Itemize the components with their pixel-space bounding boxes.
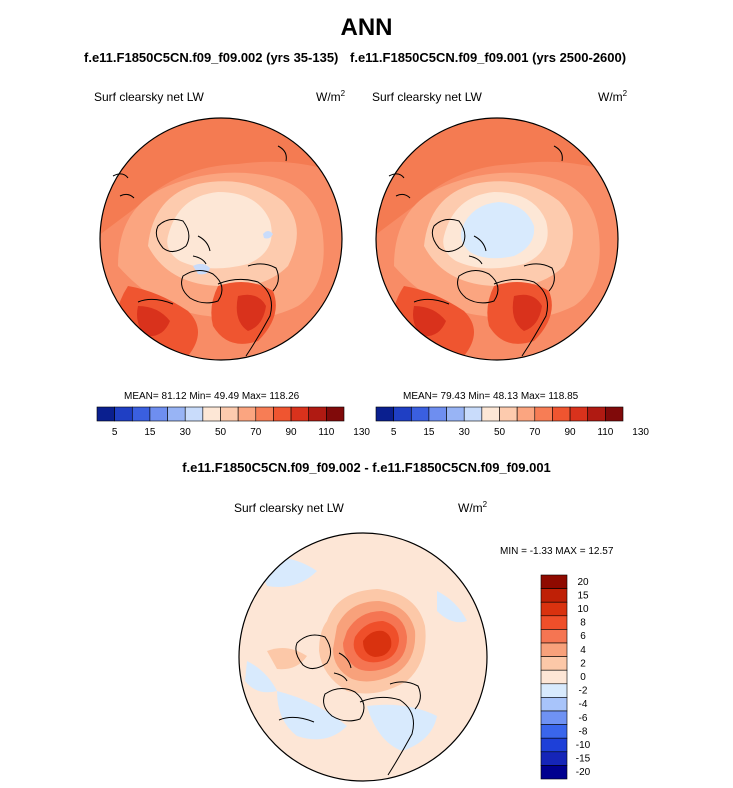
left-panel-title: f.e11.F1850C5CN.f09_f09.002 (yrs 35-135) xyxy=(84,50,339,65)
right-colorbar-swatch xyxy=(569,406,589,422)
diff-colorbar-swatch xyxy=(540,601,568,617)
right-colorbar-swatch xyxy=(499,406,518,422)
difference-polar-map xyxy=(238,532,488,782)
right-colorbar-swatch xyxy=(446,406,465,422)
right-variable-label: Surf clearsky net LW xyxy=(372,90,482,104)
diff-colorbar-swatch xyxy=(540,615,568,630)
right-colorbar-swatch xyxy=(428,406,447,422)
left-colorbar-swatch xyxy=(237,406,257,422)
right-colorbar-tick-label: 70 xyxy=(529,427,541,438)
left-colorbar-tick-label: 30 xyxy=(180,427,192,438)
diff-colorbar-tick-label: -10 xyxy=(576,740,591,751)
diff-colorbar-tick-label: 0 xyxy=(580,672,586,683)
left-colorbar-tick-label: 130 xyxy=(353,427,370,438)
right-stats: MEAN= 79.43 Min= 48.13 Max= 118.85 xyxy=(403,391,579,402)
right-colorbar-swatch xyxy=(410,406,430,422)
right-colorbar-tick-label: 15 xyxy=(423,427,435,438)
diff-colorbar-swatch xyxy=(540,751,568,766)
right-colorbar-swatch xyxy=(605,406,624,422)
right-colorbar-tick-label: 110 xyxy=(597,427,613,438)
left-colorbar-swatch xyxy=(326,406,345,422)
diff-colorbar-tick-label: 2 xyxy=(580,658,586,669)
diff-colorbar-tick-label: -2 xyxy=(579,686,588,697)
diff-colorbar-swatch xyxy=(540,642,568,657)
right-colorbar-tick-label: 50 xyxy=(494,427,506,438)
left-colorbar-swatch xyxy=(273,406,292,422)
diff-colorbar-swatch xyxy=(540,710,568,725)
left-colorbar-swatch xyxy=(114,406,133,422)
difference-title: f.e11.F1850C5CN.f09_f09.002 - f.e11.F185… xyxy=(182,460,551,475)
diff-colorbar-swatch xyxy=(540,737,568,753)
left-variable-label: Surf clearsky net LW xyxy=(94,90,204,104)
diff-colorbar-swatch xyxy=(540,629,568,644)
diff-colorbar-swatch xyxy=(540,574,568,589)
diff-colorbar-tick-label: -20 xyxy=(576,767,591,778)
left-colorbar-swatch xyxy=(255,406,274,422)
left-colorbar-swatch xyxy=(149,406,168,422)
left-colorbar-tick-label: 90 xyxy=(286,427,298,438)
diff-colorbar-tick-label: 8 xyxy=(580,618,586,629)
diff-colorbar-tick-label: -8 xyxy=(579,726,588,737)
left-polar-map xyxy=(99,117,343,361)
right-colorbar-swatch xyxy=(587,406,606,422)
left-colorbar-swatch xyxy=(96,406,115,422)
left-colorbar-swatch xyxy=(131,406,151,422)
left-colorbar-swatch xyxy=(290,406,310,422)
right-colorbar: 5 15 30 50 70 90 110 130 xyxy=(375,406,649,438)
left-colorbar-tick-label: 5 xyxy=(112,427,118,438)
right-colorbar-tick-label: 90 xyxy=(565,427,577,438)
left-colorbar-tick-label: 50 xyxy=(215,427,227,438)
diff-variable-label: Surf clearsky net LW xyxy=(234,501,344,515)
figure-title: ANN xyxy=(340,14,393,41)
left-units: W/m2 xyxy=(316,89,346,105)
left-colorbar-tick-label: 70 xyxy=(250,427,262,438)
diff-stats: MIN = -1.33 MAX = 12.57 xyxy=(500,546,614,557)
diff-units: W/m2 xyxy=(458,500,488,516)
diff-colorbar-swatch xyxy=(540,765,568,780)
right-colorbar-tick-label: 5 xyxy=(391,427,397,438)
diff-colorbar-tick-label: 10 xyxy=(577,604,589,615)
diff-colorbar-tick-label: 6 xyxy=(580,631,586,642)
diff-colorbar-swatch xyxy=(540,683,568,698)
left-colorbar-tick-label: 110 xyxy=(318,427,334,438)
right-polar-map xyxy=(375,117,619,361)
left-colorbar-swatch xyxy=(220,406,239,422)
right-units: W/m2 xyxy=(598,89,628,105)
diff-colorbar-swatch xyxy=(540,656,568,671)
diff-colorbar-tick-label: 4 xyxy=(580,645,586,656)
diff-colorbar-tick-label: -6 xyxy=(579,713,588,724)
diff-colorbar-swatch xyxy=(540,724,568,739)
diff-colorbar-swatch xyxy=(540,588,568,603)
right-colorbar-tick-label: 30 xyxy=(459,427,471,438)
left-colorbar-tick-label: 15 xyxy=(144,427,156,438)
right-colorbar-swatch xyxy=(393,406,412,422)
left-colorbar-swatch xyxy=(308,406,327,422)
diff-colorbar-tick-label: -15 xyxy=(576,754,591,765)
right-colorbar-swatch xyxy=(552,406,571,422)
diff-colorbar-swatch xyxy=(540,697,568,712)
right-colorbar-swatch xyxy=(463,406,483,422)
right-colorbar-swatch xyxy=(375,406,394,422)
diff-colorbar-swatch xyxy=(540,669,568,685)
right-colorbar-swatch xyxy=(534,406,553,422)
diff-colorbar-tick-label: 20 xyxy=(577,577,589,588)
left-colorbar-swatch xyxy=(202,406,221,422)
diff-colorbar-tick-label: 15 xyxy=(577,590,589,601)
left-stats: MEAN= 81.12 Min= 49.49 Max= 118.26 xyxy=(124,391,300,402)
right-colorbar-swatch xyxy=(516,406,536,422)
diff-colorbar-tick-label: -4 xyxy=(579,699,588,710)
right-colorbar-tick-label: 130 xyxy=(632,427,649,438)
left-colorbar: 5 15 30 50 70 90 110 130 xyxy=(96,406,370,438)
left-colorbar-swatch xyxy=(167,406,186,422)
right-panel-title: f.e11.F1850C5CN.f09_f09.001 (yrs 2500-26… xyxy=(350,50,627,65)
right-colorbar-swatch xyxy=(481,406,500,422)
left-colorbar-swatch xyxy=(184,406,204,422)
